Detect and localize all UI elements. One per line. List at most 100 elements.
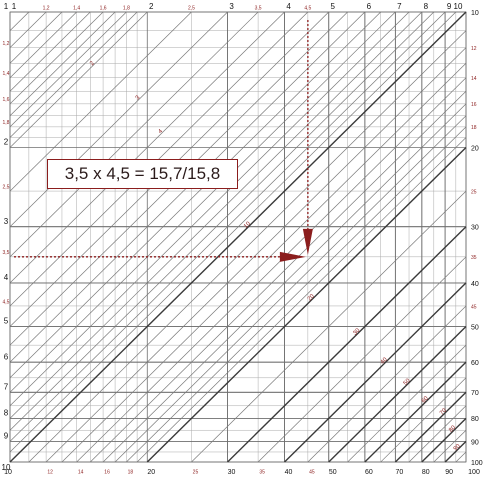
left-axis-major-label: 8 — [4, 408, 9, 417]
left-axis-major-label: 9 — [4, 432, 9, 441]
top-axis-major-label: 9 — [447, 2, 452, 11]
product-line — [9, 11, 148, 148]
left-axis-major-label: 4 — [4, 273, 9, 282]
right-axis-label: 70 — [471, 390, 479, 397]
arrowhead-right — [279, 251, 306, 262]
left-axis-minor-label: 3,5 — [3, 250, 10, 256]
right-axis-label: 100 — [471, 460, 483, 467]
diagonal-label: 80 — [448, 424, 457, 433]
top-axis-major-label: 8 — [424, 2, 429, 11]
product-line — [126, 126, 467, 463]
diagonal-label: 60 — [421, 395, 430, 404]
product-line — [9, 11, 446, 442]
product-line — [191, 190, 467, 463]
diagonal-label: 3 — [135, 94, 142, 101]
left-axis-major-label: 10 — [2, 463, 11, 472]
product-line — [136, 137, 467, 463]
left-axis-minor-label: 2,5 — [3, 184, 10, 190]
diagonal-label: 70 — [439, 407, 448, 416]
bottom-axis-label: 14 — [78, 469, 84, 475]
right-axis-label: 90 — [471, 439, 479, 446]
left-axis-major-label: 6 — [4, 352, 9, 361]
product-line — [9, 11, 192, 192]
top-axis-major-label: 6 — [367, 2, 372, 11]
top-axis-major-label: 4 — [286, 2, 291, 11]
bottom-axis-label: 12 — [47, 469, 53, 475]
bottom-axis-label: 50 — [329, 469, 337, 476]
example-callout-text: 3,5 x 4,5 = 15,7/15,8 — [64, 164, 221, 183]
product-line — [257, 256, 467, 463]
right-axis-label: 10 — [471, 10, 479, 17]
product-line — [9, 11, 228, 227]
product-line — [380, 377, 467, 463]
bottom-axis-label: 20 — [147, 469, 155, 476]
left-axis-major-label: 3 — [4, 217, 9, 226]
product-line — [28, 30, 467, 463]
diagonal-label: 10 — [243, 220, 252, 229]
left-axis-major-label: 5 — [4, 317, 9, 326]
product-line — [9, 11, 435, 431]
left-axis-minor-label: 1,4 — [3, 71, 10, 77]
product-line — [444, 440, 467, 463]
right-axis-label: 50 — [471, 324, 479, 331]
example-callout-box: 3,5 x 4,5 = 15,7/15,8 — [47, 159, 238, 189]
bottom-axis-label: 25 — [193, 469, 199, 475]
product-line — [102, 103, 467, 463]
product-line — [146, 146, 467, 463]
right-axis-label: 16 — [471, 102, 477, 108]
right-axis-label: 20 — [471, 145, 479, 152]
product-line — [9, 11, 381, 379]
top-axis-minor-label: 1,2 — [43, 5, 50, 11]
product-line — [347, 344, 467, 463]
top-axis-major-label: 3 — [229, 2, 234, 11]
left-axis-major-label: 2 — [4, 138, 9, 147]
bottom-axis-label: 60 — [365, 469, 373, 476]
diagonal-label: 30 — [352, 327, 361, 336]
right-axis-label: 12 — [471, 46, 477, 52]
product-line — [284, 282, 467, 463]
bottom-axis-label: 35 — [259, 469, 265, 475]
product-line — [9, 11, 396, 393]
bottom-axis-label: 18 — [128, 469, 134, 475]
product-line — [307, 305, 467, 463]
left-axis-major-label: 1 — [4, 2, 9, 11]
product-line — [9, 11, 138, 138]
product-line — [433, 429, 467, 463]
product-line — [45, 47, 467, 463]
product-line — [455, 451, 467, 463]
product-line — [9, 11, 116, 116]
product-line — [114, 115, 467, 463]
left-axis-minor-label: 1,2 — [3, 41, 10, 47]
top-axis-major-label: 10 — [454, 2, 463, 11]
diagonal-label: 90 — [453, 443, 462, 452]
right-axis-label: 40 — [471, 281, 479, 288]
product-line — [61, 63, 467, 463]
right-axis-label: 14 — [471, 76, 477, 82]
diagonal-label: 2 — [89, 60, 96, 67]
right-axis-label: 45 — [471, 304, 477, 310]
bottom-axis-label: 90 — [445, 469, 453, 476]
top-axis-minor-label: 3,5 — [255, 5, 262, 11]
product-line — [9, 11, 30, 31]
product-line — [227, 226, 467, 463]
right-axis-label: 30 — [471, 225, 479, 232]
diagonal-label: 20 — [307, 293, 316, 302]
bottom-axis-label: 30 — [228, 469, 236, 476]
product-line — [9, 11, 423, 419]
product-line — [9, 11, 410, 407]
worked-example — [14, 20, 313, 262]
product-line — [408, 405, 467, 463]
bottom-axis-label: 40 — [285, 469, 293, 476]
left-axis-minor-label: 4,5 — [3, 299, 10, 305]
product-line — [421, 417, 467, 463]
product-line — [90, 90, 467, 463]
product-line — [9, 11, 47, 48]
top-axis-minor-label: 1,8 — [123, 5, 130, 11]
product-line — [9, 11, 127, 128]
diagonal-label: 40 — [380, 356, 389, 365]
product-line — [9, 11, 285, 284]
bottom-axis-label: 80 — [422, 469, 430, 476]
